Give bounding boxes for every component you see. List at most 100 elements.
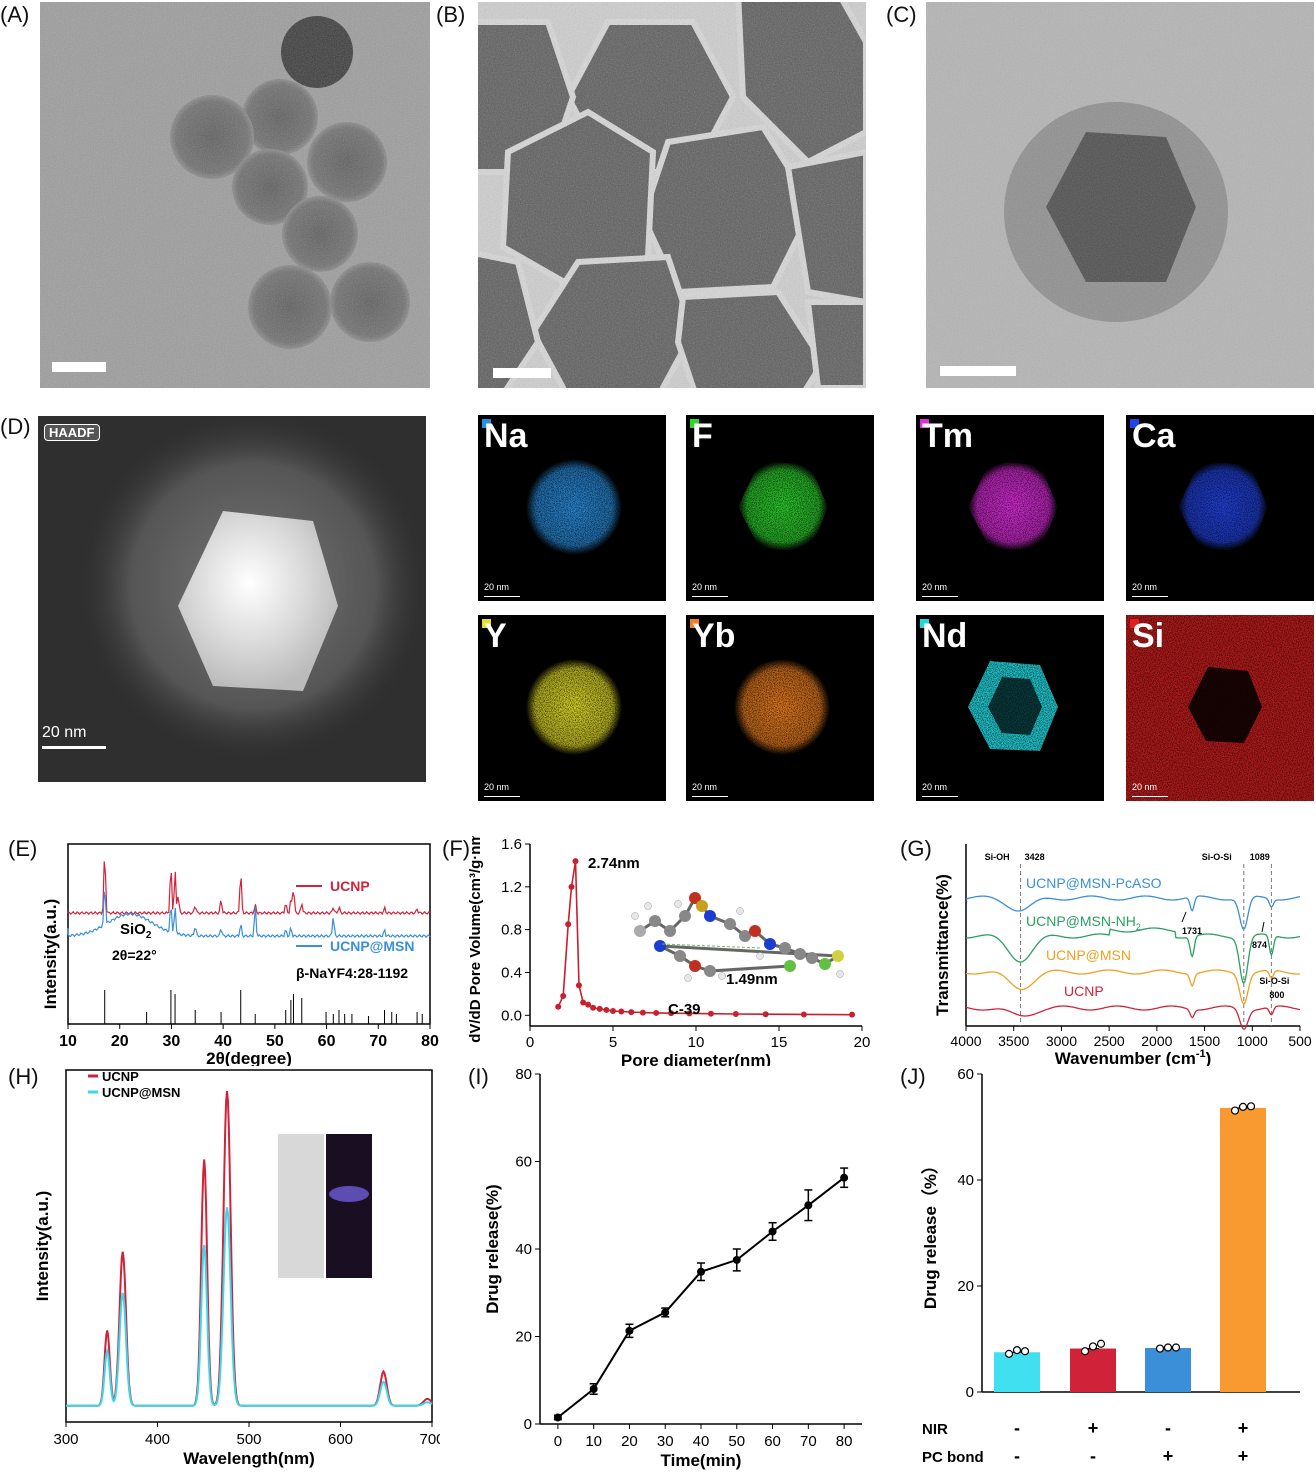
annotation-sio2-sub: 2	[146, 930, 152, 941]
tem-image-a-art	[40, 2, 430, 388]
y-tick-label: 1.6	[501, 836, 522, 853]
bond	[709, 964, 791, 973]
data-point	[668, 1010, 675, 1017]
category-sign: +	[1088, 1418, 1099, 1438]
map-element-swatch	[482, 619, 491, 628]
map-scale-label: 20 nm	[1132, 782, 1158, 792]
x-tick-label: 1000	[1237, 1033, 1268, 1049]
legend-label: UCNP@MSN	[102, 1085, 180, 1100]
annotation-sio2: SiO2	[120, 921, 152, 941]
atom	[749, 925, 761, 937]
atom	[689, 892, 701, 904]
series-line	[557, 860, 853, 1016]
data-point	[590, 1004, 597, 1011]
y-tick-label: 0	[524, 1416, 532, 1433]
annotation-theta: 2θ=22°	[112, 947, 157, 963]
annotation-3428: 3428	[1025, 852, 1045, 862]
x-tick-label: 70	[369, 1033, 387, 1050]
map-art-si	[1126, 615, 1314, 801]
data-point	[1088, 1342, 1098, 1351]
x-tick-label: 3500	[998, 1033, 1029, 1049]
panel-label-i: (I)	[468, 1064, 489, 1089]
legend-label: UCNP	[102, 1069, 139, 1084]
y-tick-label: 0.8	[501, 922, 522, 939]
x-tick-label: 50	[266, 1033, 284, 1050]
data-point	[840, 1173, 849, 1182]
map-scale-bar	[692, 596, 728, 597]
map-scale-bar	[1132, 796, 1168, 797]
y-axis-label: dV/dD Pore Volume(cm³/g·nm)	[467, 836, 484, 1043]
row-label: NIR	[922, 1421, 948, 1438]
y-tick-label: 40	[515, 1241, 532, 1258]
map-tm: Tm 20 nm	[916, 415, 1104, 601]
x-tick-label: 4000	[950, 1033, 981, 1049]
inset-cuvette-dark	[326, 1134, 372, 1278]
haadf-image: HAADF 20 nm	[38, 416, 426, 782]
annotation-874: 874	[1252, 940, 1267, 950]
chart-i-release: 0 10 20 30 40 50 60 70 80 0 20 40 60 80 Time(min) Drug …	[483, 1066, 862, 1470]
atom	[784, 960, 796, 972]
series-line-ucnp	[67, 861, 431, 916]
haadf-badge: HAADF	[44, 424, 100, 441]
x-tick-label: 3000	[1046, 1033, 1077, 1049]
x-axis-label-sup: -1	[1196, 1048, 1206, 1060]
x-tick-label: 0	[554, 1433, 562, 1450]
atom-h	[756, 952, 764, 960]
x-axis-label: Wavenumber (cm-1)	[1055, 1048, 1212, 1066]
x-tick-label: 300	[53, 1431, 78, 1448]
map-scale-bar	[922, 796, 958, 797]
data-point	[585, 1001, 592, 1008]
chart-g-ftir: 4000 3500 3000 2500 2000 1500 1000 500 Wavenumbe…	[933, 844, 1312, 1066]
data-point	[580, 999, 587, 1006]
atom	[696, 900, 708, 912]
data-point	[639, 1009, 646, 1016]
data-point	[1155, 1344, 1165, 1353]
atom-h	[718, 972, 726, 980]
data-point	[849, 1011, 856, 1018]
data-point	[575, 982, 582, 989]
atom-h	[736, 907, 744, 915]
data-point	[589, 1385, 598, 1393]
data-point	[1163, 1343, 1173, 1352]
map-element-swatch	[1130, 419, 1139, 428]
map-yb: Yb 20 nm	[686, 615, 874, 801]
data-point	[610, 1008, 616, 1015]
map-element-swatch	[920, 419, 929, 428]
map-element-swatch	[690, 419, 699, 428]
chart-f-pore: 0 5 10 15 20 0.0 0.4 0.8 1.2 1.6 Pore diameter(nm)…	[467, 836, 870, 1066]
y-axis-label: Intensity(a.u.)	[41, 899, 60, 1010]
map-na: Na 20 nm	[478, 415, 666, 601]
x-tick-label: 400	[145, 1431, 170, 1448]
tem-image-a	[40, 2, 430, 388]
panel-label-j: (J)	[900, 1064, 926, 1089]
series-line-2	[965, 969, 1301, 1005]
map-art-yb	[686, 615, 874, 801]
x-tick-label: 1500	[1189, 1033, 1220, 1049]
x-tick-label: 10	[59, 1033, 77, 1050]
panel-label-b: (B)	[436, 2, 466, 27]
y-axis-label: Drug release(%)	[483, 1184, 502, 1313]
y-tick-label: 60	[957, 1066, 974, 1083]
x-tick-label: 5	[609, 1034, 617, 1051]
series-line-1	[66, 1207, 433, 1407]
data-point	[1020, 1347, 1030, 1356]
x-tick-label: 20	[621, 1433, 638, 1450]
data-point	[1012, 1346, 1022, 1355]
series-line-3	[965, 1005, 1301, 1030]
data-point	[628, 1009, 635, 1016]
map-element-label: Yb	[692, 617, 736, 655]
data-point	[625, 1326, 634, 1335]
data-point	[732, 1011, 739, 1018]
atom	[664, 925, 676, 937]
data-point	[1080, 1347, 1090, 1356]
x-tick-label: 80	[421, 1033, 439, 1050]
x-tick-label: 40	[214, 1033, 232, 1050]
data-point	[762, 1011, 769, 1018]
panel-label-f: (F)	[442, 836, 471, 861]
map-scale-bar	[1132, 596, 1168, 597]
y-tick-label: 0.4	[501, 964, 522, 981]
x-tick-label: 10	[585, 1433, 602, 1450]
series-label: UCNP@MSN-PcASO	[1026, 875, 1162, 891]
x-tick-label: 60	[318, 1033, 336, 1050]
annotation-1731: 1731	[1182, 926, 1202, 936]
